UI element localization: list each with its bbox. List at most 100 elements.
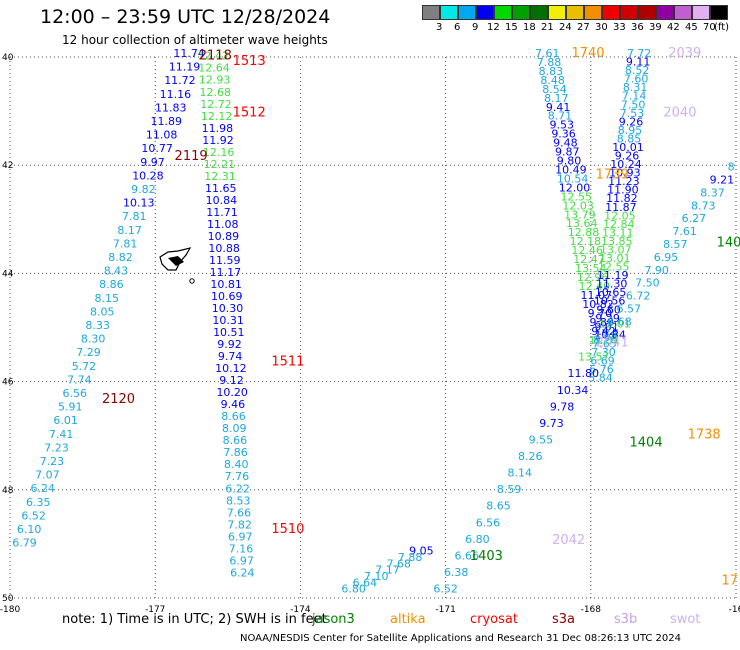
wave-height-label: 12.01 [599, 318, 631, 331]
wave-height-label: 13.79 [564, 208, 596, 221]
time-label: 2040 [663, 106, 696, 121]
wave-height-label: 7.65 [592, 337, 617, 350]
scale-swatch [422, 5, 440, 20]
time-label: 2120 [102, 392, 135, 407]
wave-height-label: 12.49 [579, 280, 611, 293]
page-title: 12:00 – 23:59 UTC 12/28/2024 [40, 6, 331, 28]
wave-height-label: 7.53 [620, 107, 645, 120]
time-label: 2039 [668, 46, 701, 61]
time-label: 1512 [233, 106, 266, 121]
wave-height-label: 13.07 [600, 243, 632, 256]
wave-height-label: 8.43 [104, 265, 129, 278]
wave-height-label: 6.80 [341, 583, 366, 596]
scale-label: 3 [436, 22, 443, 33]
wave-height-label: 6.38 [444, 566, 469, 579]
wave-height-label: 8.26 [518, 450, 543, 463]
wave-height-label: 6.57 [617, 303, 642, 316]
wave-height-label: 8.15 [95, 292, 120, 305]
wave-height-label: 6.72 [626, 290, 651, 303]
wave-height-label: 10.84 [594, 328, 626, 341]
scale-swatch [476, 5, 494, 20]
time-label: 1738 [688, 427, 721, 442]
wave-height-label: 9.73 [539, 417, 564, 430]
wave-height-label: 13.57 [578, 351, 610, 364]
wave-height-label: 8.85 [617, 132, 642, 145]
time-label: 2118 [199, 49, 232, 64]
wave-height-label: 9.87 [555, 146, 580, 159]
wave-height-label: 8.05 [90, 305, 115, 318]
scale-label: 30 [595, 22, 608, 33]
scale-swatch [638, 5, 656, 20]
wave-height-label: 7.60 [624, 73, 649, 86]
time-label: 2119 [175, 149, 208, 164]
scale-label: 18 [523, 22, 536, 33]
wave-height-label: 7.69 [593, 329, 618, 342]
wave-height-label: 9.12 [219, 374, 244, 387]
wave-height-label: 11.82 [606, 192, 638, 205]
wave-height-label: 11.19 [169, 61, 201, 74]
wave-height-label: 7.81 [122, 210, 147, 223]
wave-height-label: 8.53 [226, 494, 251, 507]
wave-height-label: 13.85 [601, 235, 633, 248]
wave-height-label: 8.82 [108, 251, 133, 264]
wave-height-label: 11.08 [207, 218, 239, 231]
wave-height-label: 13.11 [602, 226, 634, 239]
wave-height-label: 11.07 [580, 289, 612, 302]
wave-height-label: 7.16 [229, 542, 254, 555]
time-label: 1404 [630, 436, 663, 451]
wave-height-label: 6.01 [53, 414, 78, 427]
wave-height-label: 9.89 [589, 316, 614, 329]
legend-swot: swot [670, 612, 701, 627]
legend-altika: altika [390, 612, 426, 627]
wave-height-label: 10.77 [141, 142, 173, 155]
wave-height-label: 8.59 [497, 483, 522, 496]
wave-height-label: 9.80 [557, 155, 582, 168]
wave-height-label: 10.30 [212, 302, 244, 315]
wave-height-label: 9.42 [591, 325, 616, 338]
wave-height-label: 9.55 [529, 433, 554, 446]
x-tick-label: -16 [729, 605, 740, 615]
y-tick-label: 40 [2, 53, 14, 63]
wave-height-label: 6.56 [63, 387, 88, 400]
wave-height-label: 6.79 [12, 537, 37, 550]
scale-label: 42 [667, 22, 680, 33]
wave-height-label: 11.74 [173, 47, 205, 60]
wave-height-label: 7.81 [113, 237, 138, 250]
wave-height-label: 9.21 [710, 174, 735, 187]
wave-height-label: 7.50 [621, 98, 646, 111]
wave-height-label: 6.24 [230, 566, 255, 579]
wave-height-label: 10.31 [212, 314, 244, 327]
time-label: 1511 [271, 354, 304, 369]
time-label: 1513 [233, 54, 266, 69]
island-fill [168, 256, 184, 266]
wave-height-label: 6.10 [17, 523, 42, 536]
wave-height-label: 8.73 [691, 199, 716, 212]
wave-height-label: 7.86 [223, 446, 248, 459]
wave-height-label: 9.48 [553, 137, 578, 150]
wave-height-label: 9.41 [546, 101, 571, 114]
x-tick-label: -177 [145, 605, 165, 615]
wave-height-label: 10.01 [612, 141, 644, 154]
wave-height-label: 8.52 [625, 64, 650, 77]
wave-height-label: 12.84 [603, 218, 635, 231]
wave-height-label: 6.97 [228, 530, 253, 543]
scale-swatch [440, 5, 458, 20]
wave-height-label: 10.49 [555, 163, 587, 176]
wave-height-label: 11.83 [155, 101, 187, 114]
wave-height-label: 10.24 [610, 158, 642, 171]
wave-height-label: 8.33 [85, 319, 110, 332]
wave-height-label: 8.86 [99, 278, 124, 291]
wave-height-label: 8.20 [593, 334, 618, 347]
wave-height-label: 7.29 [76, 346, 101, 359]
wave-height-label: 12.18 [570, 235, 602, 248]
time-label: 2041 [596, 335, 629, 350]
wave-height-label: 6.66 [455, 549, 480, 562]
wave-height-label: 8.57 [663, 238, 688, 251]
wave-height-label: 6.80 [465, 533, 490, 546]
wave-height-label: 11.65 [205, 182, 237, 195]
wave-height-label: 11.31 [589, 334, 621, 347]
wave-height-label: 6.97 [229, 554, 254, 567]
wave-height-label: 8.83 [539, 65, 564, 78]
y-tick-label: 50 [2, 594, 14, 604]
wave-height-label: 11.30 [596, 278, 628, 291]
